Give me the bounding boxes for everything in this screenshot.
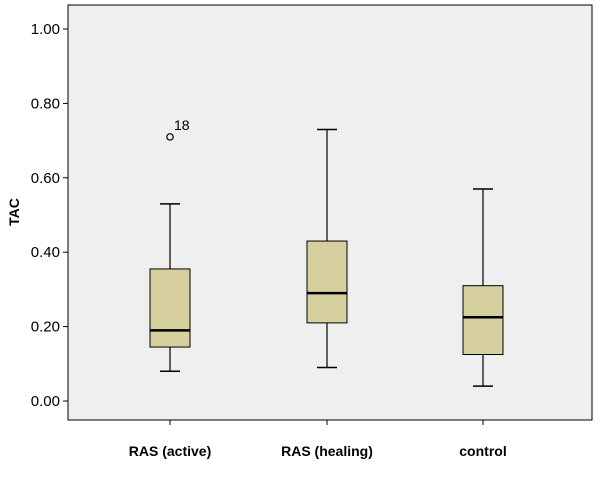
y-tick-label: 0.20 [31, 319, 60, 336]
outlier-point [166, 133, 174, 141]
y-axis: 0.00 0.20 0.40 0.60 0.80 1.00 [31, 21, 68, 410]
x-axis: RAS (active) RAS (healing) control [129, 420, 507, 459]
y-tick-label: 0.80 [31, 95, 60, 112]
x-tick-label: RAS (active) [129, 443, 211, 459]
plot-area [67, 4, 593, 421]
box-group: 18 [149, 117, 191, 372]
box-group [462, 188, 504, 387]
iqr-box [149, 268, 191, 348]
outlier-label: 18 [174, 117, 190, 133]
boxes: 18 [149, 117, 504, 387]
y-tick-label: 1.00 [31, 21, 60, 38]
box-group [306, 128, 348, 369]
iqr-box [462, 285, 504, 355]
y-tick-label: 0.00 [31, 393, 60, 410]
iqr-box [306, 240, 348, 324]
x-tick-label: control [459, 443, 506, 459]
y-tick-label: 0.60 [31, 170, 60, 187]
x-tick-label: RAS (healing) [281, 443, 373, 459]
y-axis-title: TAC [6, 198, 22, 226]
y-tick-label: 0.40 [31, 244, 60, 261]
